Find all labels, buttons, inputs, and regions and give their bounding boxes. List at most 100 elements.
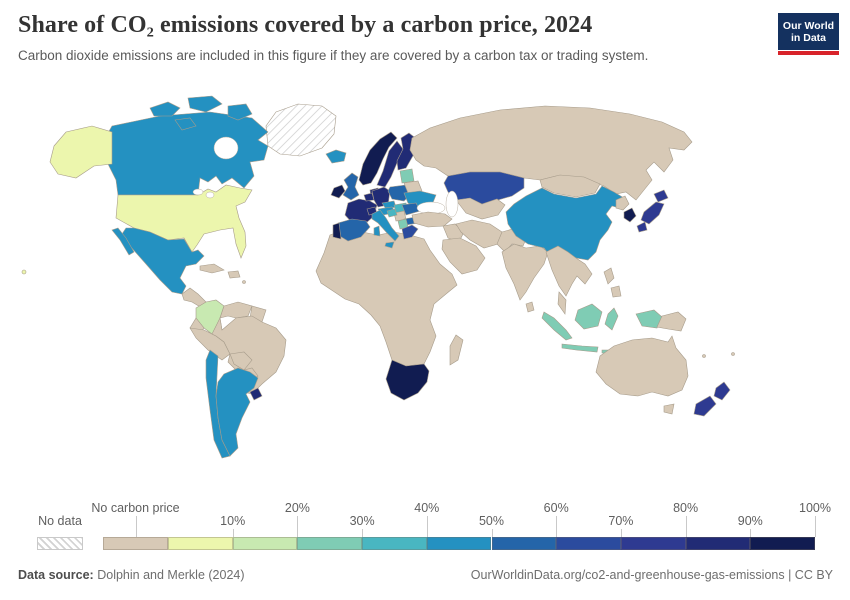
country-baja[interactable]: [111, 227, 135, 256]
legend-tick: [491, 529, 493, 537]
country-australia[interactable]: [595, 335, 689, 397]
country-philippines-luzon[interactable]: [603, 267, 615, 285]
legend-tick-label: 100%: [799, 501, 831, 515]
legend-bin-b90[interactable]: [685, 537, 751, 550]
legend-bin-b70[interactable]: [556, 537, 621, 550]
country-canada-island[interactable]: [227, 103, 253, 121]
country-fiji[interactable]: [731, 352, 735, 356]
country-alaska[interactable]: [49, 125, 113, 179]
country-canada-island[interactable]: [174, 117, 197, 131]
country-hispaniola[interactable]: [227, 270, 241, 279]
legend-bin-b50[interactable]: [426, 537, 492, 550]
country-india[interactable]: [501, 243, 549, 301]
header: Share of CO₂ emissions covered by a carb…: [18, 12, 758, 63]
country-java[interactable]: [561, 343, 599, 353]
legend-tick: [135, 516, 137, 537]
hudson-bay: [213, 136, 239, 160]
country-central-asia[interactable]: [455, 197, 506, 220]
country-greenland[interactable]: [265, 103, 337, 157]
country-china[interactable]: [505, 185, 625, 265]
country-greece[interactable]: [401, 224, 419, 240]
country-sicily[interactable]: [384, 241, 395, 249]
legend-tick-label: 30%: [349, 514, 375, 528]
data-source-value: Dolphin and Merkle (2024): [97, 568, 245, 582]
legend-bin-b30[interactable]: [297, 537, 363, 550]
legend-bin-b40[interactable]: [362, 537, 427, 550]
country-argentina[interactable]: [215, 367, 259, 457]
country-canada-island[interactable]: [149, 101, 181, 117]
country-mongolia[interactable]: [539, 174, 601, 198]
country-south-africa[interactable]: [385, 359, 430, 401]
legend-bin-none[interactable]: [103, 537, 168, 550]
country-croatia[interactable]: [386, 208, 398, 218]
country-chile[interactable]: [205, 349, 231, 459]
country-turkey[interactable]: [411, 211, 453, 228]
country-sumatra[interactable]: [541, 311, 573, 341]
data-source-label: Data source:: [18, 568, 94, 582]
legend-no-data-swatch[interactable]: [37, 537, 83, 550]
country-papua-new-guinea[interactable]: [656, 311, 687, 332]
country-saudi-arabia[interactable]: [441, 237, 486, 275]
country-cuba[interactable]: [199, 263, 225, 274]
country-africa[interactable]: [315, 228, 458, 367]
country-brazil[interactable]: [211, 315, 287, 395]
country-japan-honshu[interactable]: [640, 201, 665, 225]
country-sri-lanka[interactable]: [525, 301, 535, 313]
country-italy[interactable]: [371, 209, 400, 242]
legend-tick: [620, 529, 622, 537]
country-madagascar[interactable]: [449, 334, 464, 366]
country-united-kingdom[interactable]: [342, 172, 360, 201]
country-norway[interactable]: [358, 131, 398, 186]
country-philippines-mindanao[interactable]: [610, 285, 622, 298]
owid-logo-stripe: [778, 51, 839, 55]
country-venezuela[interactable]: [219, 301, 253, 319]
country-belarus[interactable]: [403, 180, 423, 194]
caspian-sea: [445, 190, 459, 218]
legend-tick-label: 50%: [478, 514, 505, 528]
country-bolivia[interactable]: [229, 351, 253, 371]
great-lake: [205, 191, 215, 199]
country-new-zealand-south[interactable]: [693, 395, 717, 417]
country-uruguay[interactable]: [249, 387, 263, 401]
country-japan-hokkaido[interactable]: [653, 189, 669, 203]
legend-tick: [556, 516, 558, 537]
legend-tick: [297, 516, 299, 537]
country-canada-island[interactable]: [187, 95, 223, 113]
great-lake: [192, 188, 204, 196]
legend-bin-b60[interactable]: [491, 537, 557, 550]
country-ireland[interactable]: [330, 184, 346, 199]
page-title: Share of CO₂ emissions covered by a carb…: [18, 12, 593, 38]
country-sulawesi[interactable]: [604, 307, 619, 331]
country-north-korea[interactable]: [615, 195, 630, 211]
legend-bin-b10[interactable]: [168, 537, 233, 550]
legend-tick-label: 10%: [220, 514, 246, 528]
country-canada[interactable]: [103, 111, 269, 196]
legend-tick-label: No carbon price: [91, 501, 180, 515]
page-subtitle: Carbon dioxide emissions are included in…: [18, 48, 649, 63]
country-new-zealand-north[interactable]: [713, 381, 731, 401]
country-south-korea[interactable]: [623, 207, 637, 223]
country-sardinia[interactable]: [373, 225, 381, 237]
country-portugal[interactable]: [332, 222, 342, 240]
country-tasmania[interactable]: [663, 403, 675, 415]
data-source: Data source: Dolphin and Merkle (2024): [18, 568, 245, 582]
legend-bin-b20[interactable]: [232, 537, 298, 550]
country-baltics[interactable]: [399, 168, 415, 184]
country-new-caledonia[interactable]: [702, 354, 706, 358]
legend-tick: [815, 516, 816, 537]
country-antilles[interactable]: [242, 280, 246, 284]
legend-tick: [426, 516, 428, 537]
attribution-link[interactable]: OurWorldinData.org/co2-and-greenhouse-ga…: [470, 568, 833, 582]
country-malay-peninsula[interactable]: [557, 291, 567, 315]
country-southeast-asia[interactable]: [545, 245, 593, 297]
legend-tick: [685, 516, 687, 537]
legend-bin-b80[interactable]: [620, 537, 686, 550]
legend-tick-label: 60%: [543, 501, 569, 515]
map-legend: No data No carbon price 10% 20% 30% 40% 50% 60…: [0, 500, 850, 558]
legend-bin-b100[interactable]: [750, 537, 815, 550]
country-borneo[interactable]: [574, 303, 603, 330]
owid-logo[interactable]: Our World in Data: [778, 13, 839, 55]
country-japan-kyushu[interactable]: [636, 221, 648, 233]
country-hawaii[interactable]: [21, 269, 27, 275]
country-iceland[interactable]: [325, 149, 347, 164]
